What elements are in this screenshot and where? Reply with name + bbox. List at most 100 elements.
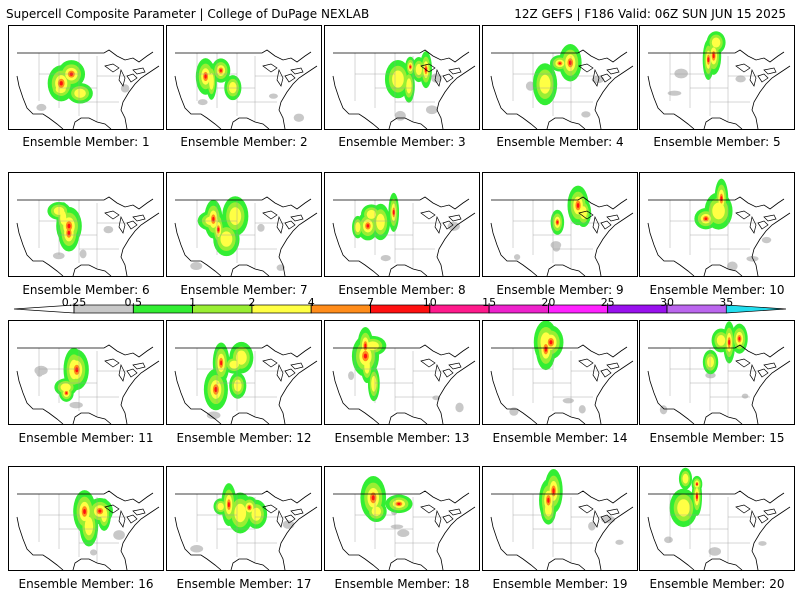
map-svg <box>174 483 318 570</box>
scp-contours <box>73 490 125 556</box>
low-value-area <box>120 84 130 93</box>
scp-contour-fill <box>209 73 214 90</box>
low-value-area <box>268 93 278 99</box>
low-value-area <box>727 261 738 271</box>
map-svg <box>16 196 160 276</box>
state-borders <box>38 53 127 122</box>
ensemble-member-label: Ensemble Member: 15 <box>649 431 785 445</box>
scp-contour-fill <box>738 336 741 341</box>
map-panel-17 <box>166 466 322 571</box>
ensemble-member-label: Ensemble Member: 20 <box>649 577 785 591</box>
scp-contour-fill <box>558 62 562 65</box>
scp-contour-fill <box>98 509 102 513</box>
coastline <box>332 344 476 424</box>
great-lakes <box>735 63 777 87</box>
great-lakes <box>420 358 462 382</box>
scp-contours <box>47 201 114 260</box>
scp-contour-fill <box>682 473 689 484</box>
low-value-area <box>79 249 87 259</box>
scp-contour-fill <box>712 53 715 59</box>
map-panel-19 <box>482 466 638 571</box>
low-value-area <box>674 68 688 79</box>
legend-tick-label: 15 <box>482 296 497 309</box>
scp-contour-fill <box>415 63 422 76</box>
map-svg <box>647 321 791 424</box>
legend-tick-label: 0.5 <box>124 296 143 309</box>
scp-contours <box>664 467 767 556</box>
map-svg <box>490 468 634 570</box>
scp-contour-fill <box>371 506 381 517</box>
map-svg <box>332 327 476 424</box>
ensemble-member-label: Ensemble Member: 2 <box>180 135 308 149</box>
map-panel-16 <box>8 466 164 571</box>
scp-contour-fill <box>75 367 79 373</box>
coastline <box>16 344 160 424</box>
coastline <box>174 196 318 276</box>
map-svg <box>647 178 791 276</box>
scp-contours <box>348 327 464 413</box>
low-value-area <box>197 99 208 106</box>
coastline <box>16 490 160 570</box>
scp-contour-fill <box>67 223 71 229</box>
coastline <box>174 344 318 424</box>
great-lakes <box>420 210 462 234</box>
scp-contour-fill <box>544 502 552 517</box>
scp-contour-fill <box>65 392 68 395</box>
scp-contour-fill <box>227 502 230 508</box>
coastline <box>332 490 476 570</box>
coastline <box>16 196 160 276</box>
great-lakes <box>735 358 777 382</box>
legend-tick-label: 1 <box>189 296 197 309</box>
coastline <box>490 344 634 424</box>
legend-swatch <box>310 304 371 314</box>
scp-contour-fill <box>59 81 63 86</box>
low-value-area <box>581 111 591 118</box>
low-value-area <box>667 90 682 96</box>
coastline <box>647 196 791 276</box>
map-panel-11 <box>8 320 164 425</box>
coastline <box>647 490 791 570</box>
scp-contour-fill <box>366 224 370 228</box>
scp-contour-fill <box>576 203 580 208</box>
coastline <box>490 49 634 129</box>
page-title: Supercell Composite Parameter | College … <box>6 7 370 21</box>
great-lakes <box>104 358 146 382</box>
map-svg <box>490 185 634 276</box>
scp-contour-fill <box>234 503 247 523</box>
great-lakes <box>578 504 620 528</box>
scp-contour-fill <box>392 70 404 88</box>
scp-contours <box>360 476 413 537</box>
low-value-area <box>380 254 391 262</box>
scp-contour-fill <box>568 60 572 65</box>
map-svg <box>332 476 476 570</box>
legend-right-cap <box>725 304 787 314</box>
scp-contour-fill <box>214 387 218 392</box>
legend-swatch <box>192 304 253 314</box>
scp-contours <box>659 321 749 415</box>
state-borders <box>196 53 285 122</box>
low-value-area <box>52 252 65 260</box>
coastline <box>16 49 160 129</box>
scp-contour-fill <box>711 37 721 48</box>
great-lakes <box>735 504 777 528</box>
map-panel-14 <box>482 320 638 425</box>
coastline <box>174 490 318 570</box>
low-value-area <box>425 105 438 115</box>
legend-tick-label: 10 <box>422 296 437 309</box>
scp-contour-fill <box>397 502 401 505</box>
low-value-area <box>741 393 749 399</box>
great-lakes <box>578 63 620 87</box>
map-svg <box>174 341 318 424</box>
legend-tick-label: 25 <box>600 296 615 309</box>
great-lakes <box>104 63 146 87</box>
great-lakes <box>104 210 146 234</box>
low-value-area <box>348 371 355 381</box>
great-lakes <box>104 504 146 528</box>
coastline <box>490 196 634 276</box>
scp-contour-fill <box>677 499 690 517</box>
header: Supercell Composite Parameter | College … <box>0 0 800 24</box>
scp-contours <box>525 44 605 118</box>
map-svg <box>332 192 476 276</box>
state-borders <box>512 494 601 563</box>
low-value-area <box>664 536 673 544</box>
